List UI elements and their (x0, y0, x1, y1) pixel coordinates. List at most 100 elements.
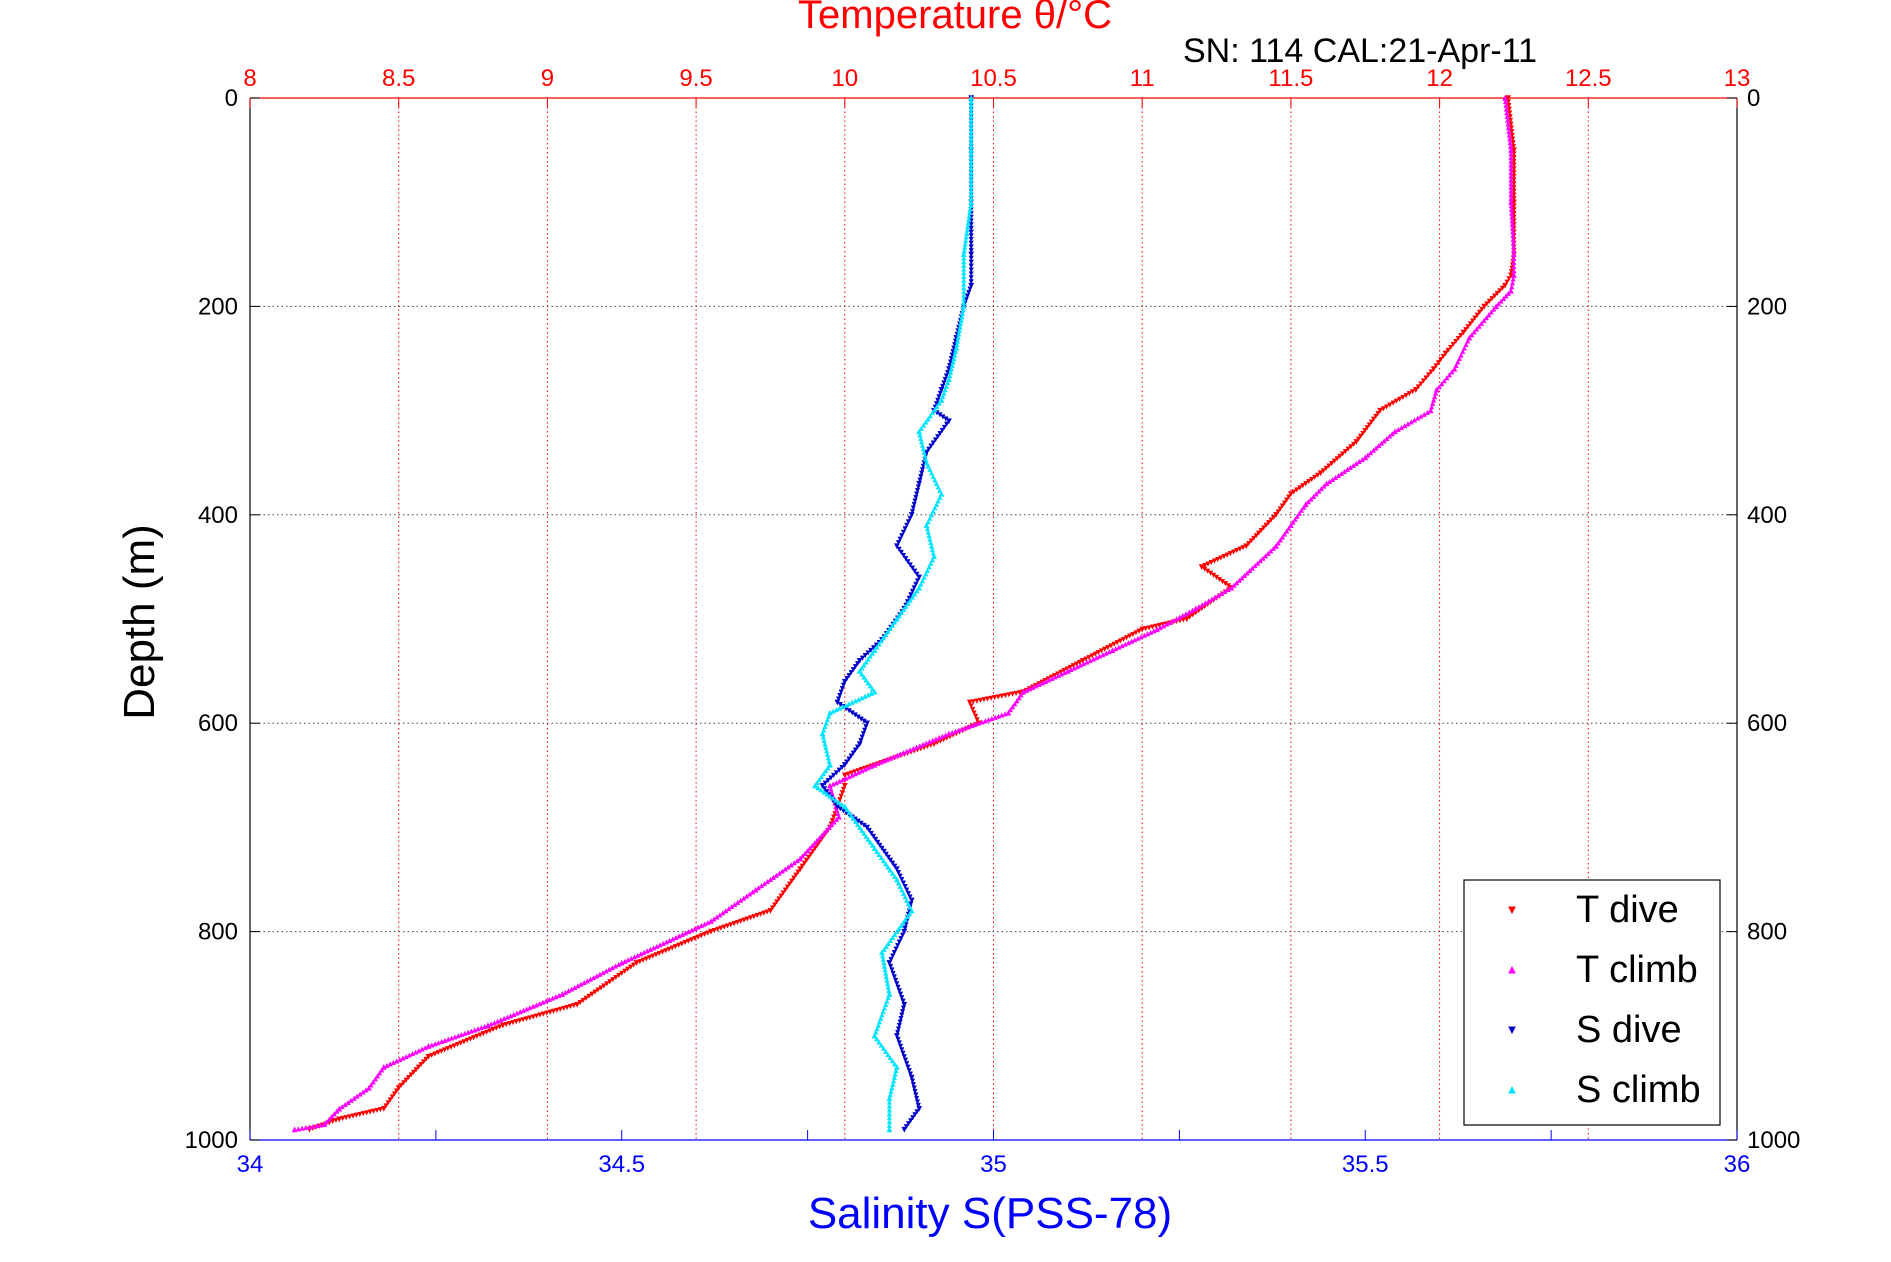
data-point-trace (830, 708, 836, 714)
data-point (916, 584, 923, 591)
data-point-trace (1441, 378, 1447, 384)
data-point-trace (905, 559, 911, 565)
data-point-trace (747, 891, 753, 897)
data-point-trace (897, 873, 903, 879)
data-point (812, 782, 818, 789)
data-point-trace (1149, 624, 1156, 630)
data-point-trace (1509, 132, 1515, 138)
data-point-trace (597, 971, 603, 977)
series-s-climb (812, 94, 975, 1133)
data-point-trace (565, 988, 572, 994)
data-point-trace (418, 1062, 424, 1068)
data-point-trace (935, 397, 941, 403)
data-point-trace (1455, 359, 1461, 365)
data-point-trace (937, 494, 943, 500)
data-point-trace (822, 741, 828, 747)
data-point (1273, 512, 1279, 518)
data-point-trace (1084, 659, 1090, 665)
data-point-trace (928, 512, 935, 518)
data-point-trace (822, 786, 828, 792)
data-point-trace (666, 937, 673, 943)
data-point (1288, 522, 1294, 528)
data-point-trace (910, 745, 916, 752)
data-point (908, 512, 915, 518)
data-point-trace (902, 883, 908, 890)
data-point-trace (867, 839, 873, 845)
data-point-trace (441, 1047, 448, 1053)
data-point-trace (410, 1069, 417, 1076)
data-point-trace (896, 939, 902, 945)
data-point-trace (927, 515, 933, 521)
data-point-trace (891, 753, 897, 760)
data-point-trace (448, 1035, 455, 1041)
top-tick-label: 8.5 (382, 65, 415, 92)
data-point-trace (575, 983, 581, 989)
data-point-trace (1275, 509, 1281, 515)
data-point (893, 866, 900, 873)
data-point-trace (868, 647, 874, 654)
data-point-trace (692, 935, 698, 942)
data-point-trace (922, 452, 928, 459)
data-point-trace (1491, 306, 1497, 312)
data-point-trace (295, 1126, 301, 1132)
data-point-trace (890, 1078, 897, 1084)
data-point-trace (372, 1076, 378, 1082)
data-point-trace (803, 857, 810, 863)
right-tick-label: 400 (1747, 502, 1787, 529)
data-point-trace (507, 1013, 514, 1019)
data-point-trace (468, 1028, 475, 1034)
data-point-trace (865, 692, 871, 698)
data-point-trace (1478, 320, 1485, 326)
data-point-trace (415, 1064, 422, 1070)
data-point-trace (919, 470, 925, 476)
data-point (752, 886, 759, 893)
data-point-trace (816, 777, 822, 783)
data-point-trace (400, 1055, 406, 1061)
data-point-trace (572, 984, 578, 990)
data-point-trace (888, 1088, 894, 1094)
data-point-trace (723, 908, 729, 914)
data-point-trace (342, 1101, 348, 1108)
data-point-trace (932, 477, 938, 483)
data-point-trace (896, 1022, 902, 1029)
data-point-trace (927, 413, 933, 419)
data-point-trace (385, 1100, 391, 1106)
data-point-trace (1215, 592, 1222, 598)
data-point (1442, 350, 1449, 357)
data-point-trace (1359, 456, 1365, 462)
data-point-trace (859, 665, 865, 671)
data-point-trace (877, 842, 883, 849)
data-point-trace (898, 922, 904, 929)
data-point-trace (925, 518, 931, 525)
data-point-trace (912, 1088, 918, 1095)
top-tick-label: 12 (1426, 65, 1453, 92)
data-point (1392, 428, 1398, 435)
data-point-trace (907, 515, 913, 522)
data-point-trace (945, 369, 951, 376)
data-point-trace (893, 1067, 899, 1073)
data-point-trace (907, 747, 913, 753)
data-point-trace (1511, 169, 1517, 176)
data-point-trace (478, 1024, 484, 1031)
data-point-trace (852, 771, 859, 777)
data-point-trace (1510, 276, 1516, 282)
data-point-trace (1042, 678, 1049, 684)
data-point-trace (641, 949, 647, 955)
data-point-trace (941, 424, 948, 431)
data-point-trace (663, 939, 669, 945)
data-point-trace (956, 727, 962, 733)
data-point-trace (1415, 384, 1421, 390)
data-point-trace (1257, 558, 1263, 564)
data-point-trace (1281, 500, 1288, 506)
data-point-trace (904, 522, 910, 528)
data-point-trace (354, 1093, 360, 1099)
data-point (336, 1105, 343, 1112)
top-axis-ticks: 8 8.5 9 9.5 10 10.5 11 11.5 12 12.5 13 (243, 65, 1750, 108)
data-point-trace (1180, 612, 1186, 618)
data-point-trace (1141, 632, 1147, 638)
data-point-trace (852, 747, 859, 753)
data-point-trace (423, 1056, 429, 1063)
data-point-trace (491, 1019, 497, 1026)
data-point-trace (1164, 621, 1170, 627)
data-point-trace (900, 919, 906, 926)
